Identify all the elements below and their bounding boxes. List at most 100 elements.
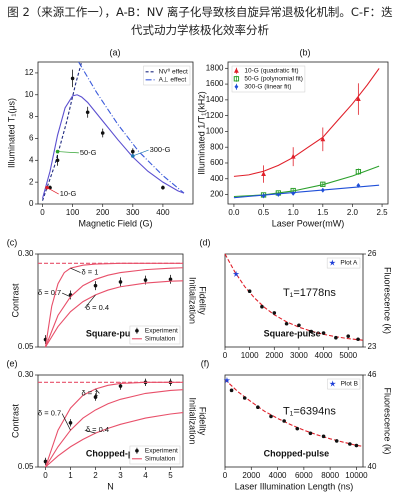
- y2-axis-label: Initialization: [188, 397, 198, 444]
- data-point: [118, 384, 123, 388]
- data-point: [282, 419, 286, 423]
- data-point: [68, 421, 73, 425]
- legend-label: Simulation: [145, 456, 176, 463]
- data-point: [168, 277, 173, 282]
- y-axis-label: Contrast: [10, 283, 20, 318]
- panel-label: (a): [110, 47, 121, 57]
- legend-swatch: [329, 380, 336, 387]
- series-line: [233, 184, 380, 199]
- label-arrow: [70, 267, 81, 273]
- label-arrow: [57, 151, 79, 154]
- series-label: δ = 0.4: [86, 425, 109, 434]
- y-tick-label: 6: [29, 134, 34, 143]
- data-point: [242, 396, 247, 400]
- x-axis-label: Laser Illumination Length (ns): [235, 481, 354, 491]
- data-point: [100, 131, 105, 135]
- y-tick-label: 23: [368, 342, 377, 351]
- y-axis-label: Illuminated T₁(μs): [6, 98, 16, 168]
- series-line: [45, 411, 184, 468]
- x-axis-label: N: [107, 481, 114, 491]
- legend-label: A⊥ effect: [159, 77, 187, 84]
- y-tick-label: 10: [25, 90, 34, 99]
- data-point: [143, 278, 148, 282]
- x-tick-label: 3: [118, 471, 123, 480]
- x-tick-label: 1.0: [288, 208, 300, 217]
- x-tick-label: 0.0: [228, 208, 240, 217]
- data-point: [55, 158, 60, 163]
- legend-label: Experiment: [145, 328, 178, 335]
- x-tick-label: 400: [156, 208, 170, 217]
- annotation: Chopped-pulse: [264, 448, 330, 458]
- y-tick-label: 46: [368, 370, 377, 379]
- y-tick-label: 1400: [206, 95, 224, 104]
- data-point: [284, 321, 289, 326]
- data-point: [334, 439, 339, 443]
- x-tick-label: 5: [168, 471, 173, 480]
- data-point: [346, 334, 351, 338]
- series-label: δ = 1: [82, 268, 99, 277]
- x-tick-label: 0: [43, 471, 48, 480]
- x-tick-label: 2000: [242, 471, 260, 480]
- y-tick-label: 40: [368, 462, 377, 471]
- series-line: [44, 267, 184, 348]
- legend-box: [129, 325, 181, 345]
- panel-label: (b): [300, 47, 311, 57]
- data-point: [131, 149, 135, 154]
- legend-label: Plot A: [340, 260, 358, 267]
- annotation: Square-pulse: [264, 328, 321, 338]
- y-tick-label: 0.30: [18, 370, 34, 379]
- legend-swatch: [234, 67, 239, 73]
- x-tick-label: 10000: [345, 471, 368, 480]
- legend-box: [231, 65, 306, 93]
- y2-axis-label: Initialization: [188, 277, 198, 324]
- panel-label: (d): [200, 237, 211, 247]
- x-tick-label: 0: [223, 351, 228, 360]
- y-tick-label: 0: [29, 199, 34, 208]
- label-arrow: [46, 187, 59, 195]
- legend-label: Simulation: [145, 336, 176, 343]
- data-point: [309, 329, 314, 334]
- x-tick-label: 4000: [315, 351, 333, 360]
- legend-swatch: [135, 448, 139, 453]
- series-line: [41, 94, 185, 199]
- y-tick-label: 200: [210, 190, 224, 199]
- data-point: [334, 335, 338, 340]
- label-arrow: [95, 388, 100, 394]
- y-tick-label: 8: [29, 112, 34, 121]
- legend-swatch: [234, 84, 239, 90]
- y2-axis-label: Fidelity: [198, 286, 208, 315]
- data-point: [272, 311, 277, 315]
- legend-box: [129, 445, 181, 465]
- data-point: [269, 414, 273, 419]
- x-tick-label: 2000: [265, 351, 283, 360]
- x-tick-label: 0: [223, 471, 228, 480]
- y-tick-label: 1000: [206, 127, 224, 136]
- data-point: [320, 136, 326, 142]
- annotation: T₁=1778ns: [283, 287, 336, 299]
- label-arrow: [84, 294, 96, 309]
- series-line: [45, 389, 184, 468]
- data-point: [161, 185, 165, 190]
- plot-frame: [227, 61, 389, 205]
- data-point: [356, 337, 360, 342]
- legend: 10-G (quadratic fit)50-G (polynomial fit…: [231, 65, 306, 93]
- data-point: [348, 442, 352, 446]
- y-axis-label: Fluorescence (k): [383, 267, 393, 334]
- data-point: [223, 377, 231, 384]
- x-tick-label: 4: [143, 471, 148, 480]
- data-point: [247, 289, 252, 293]
- series-line: [44, 262, 183, 348]
- data-point: [354, 443, 359, 448]
- x-tick-label: 2.5: [377, 208, 389, 217]
- plot-frame: [37, 61, 194, 205]
- x-tick-label: 300: [126, 208, 140, 217]
- x-tick-label: 2.0: [347, 208, 359, 217]
- data-point: [85, 110, 90, 115]
- plot-frame: [224, 374, 364, 468]
- legend-label: NV⁰ effect: [159, 68, 188, 76]
- x-tick-label: 1.5: [317, 208, 329, 217]
- x-axis-label: Magnetic Field (G): [78, 218, 152, 228]
- series-line: [41, 61, 83, 201]
